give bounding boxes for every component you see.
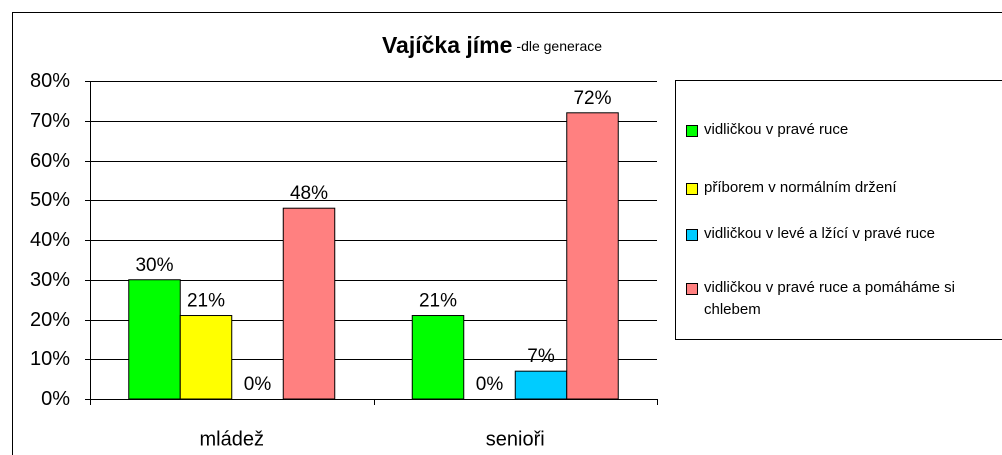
y-tick-label: 30% <box>30 269 70 291</box>
data-label: 21% <box>187 291 225 312</box>
bar <box>411 315 465 400</box>
x-tick-label: mládež <box>200 428 264 450</box>
data-label: 72% <box>573 88 611 109</box>
legend-swatch <box>686 283 698 295</box>
bar <box>179 315 233 400</box>
y-tick-label: 60% <box>30 150 70 172</box>
chart-title: Vajíčka jíme <box>382 32 512 58</box>
data-label: 21% <box>419 291 457 312</box>
legend-item: vidličkou v pravé ruce a pomáháme si chl… <box>686 277 966 321</box>
chart-subtitle: -dle generace <box>516 38 602 54</box>
legend-item: vidličkou v levé a lžící v pravé ruce <box>686 223 966 245</box>
y-tick-label: 20% <box>30 309 70 331</box>
y-tick-label: 0% <box>41 388 70 410</box>
bar <box>566 112 619 400</box>
y-tick-label: 40% <box>30 229 70 251</box>
y-tick-label: 10% <box>30 348 70 370</box>
chart-title-group: Vajíčka jíme -dle generace <box>382 32 602 58</box>
bar <box>128 279 181 400</box>
data-label: 48% <box>290 183 328 204</box>
bar <box>282 207 336 400</box>
bar <box>514 370 568 400</box>
data-label: 7% <box>527 346 555 367</box>
legend: vidličkou v pravé ruce příborem v normáln… <box>675 80 1002 340</box>
x-tick-label: senioři <box>486 428 545 450</box>
legend-label: vidličkou v levé a lžící v pravé ruce <box>704 225 935 242</box>
legend-swatch <box>686 183 698 195</box>
legend-swatch <box>686 125 698 137</box>
y-tick-label: 50% <box>30 189 70 211</box>
legend-label: příborem v normálním držení <box>704 179 897 196</box>
data-label: 0% <box>244 374 272 395</box>
legend-label: vidličkou v pravé ruce <box>704 121 849 138</box>
data-label: 30% <box>135 255 173 276</box>
legend-item: příborem v normálním držení <box>686 177 966 199</box>
legend-swatch <box>686 229 698 241</box>
y-tick-label: 80% <box>30 70 70 92</box>
data-label: 0% <box>476 374 504 395</box>
y-tick-label: 70% <box>30 110 70 132</box>
legend-label: vidličkou v pravé ruce a pomáháme si chl… <box>704 279 955 318</box>
legend-item: vidličkou v pravé ruce <box>686 119 966 141</box>
